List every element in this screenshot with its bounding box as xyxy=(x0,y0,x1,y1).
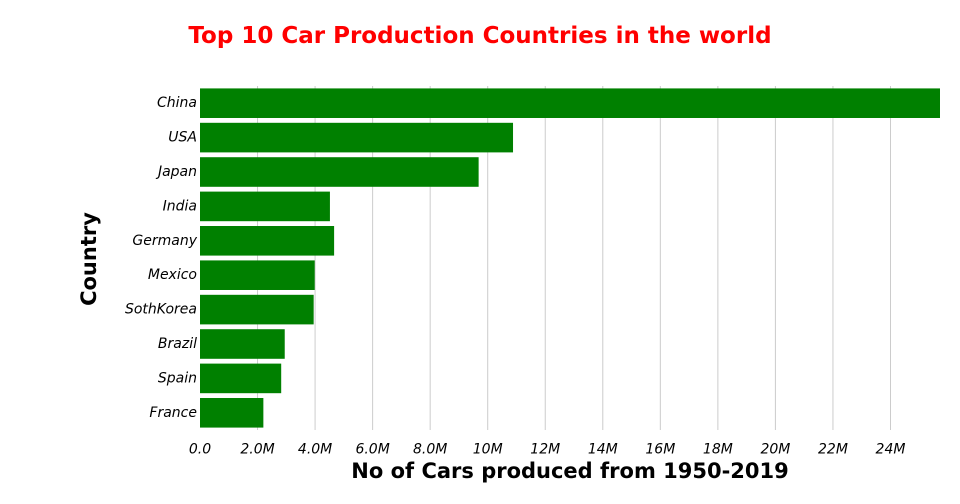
x-axis-title: No of Cars produced from 1950-2019 xyxy=(351,459,789,483)
bar-india[interactable] xyxy=(200,191,330,222)
bars xyxy=(200,88,940,428)
bar-brazil[interactable] xyxy=(200,329,285,359)
y-tick-label: USA xyxy=(168,130,197,146)
bar-france[interactable] xyxy=(200,398,264,428)
x-tick-label: 0.0 xyxy=(189,442,211,458)
y-tick-label: Japan xyxy=(155,164,197,180)
bar-japan[interactable] xyxy=(200,157,479,187)
y-tick-labels: China USA Japan India Germany Mexico SothKorea… xyxy=(125,95,198,421)
bar-sothkorea[interactable] xyxy=(200,294,314,325)
x-tick-label: 10M xyxy=(473,442,503,458)
x-tick-labels: 0.0 2.0M 4.0M 6.0M 8.0M 10M 12M 14M 16M 18M 20M 22M… xyxy=(189,442,906,458)
x-tick-label: 20M xyxy=(760,442,790,458)
chart-title: Top 10 Car Production Countries in the w… xyxy=(188,23,771,49)
x-tick-label: 6.0M xyxy=(355,442,389,458)
x-tick-label: 2.0M xyxy=(240,442,274,458)
x-tick-label: 16M xyxy=(645,442,675,458)
x-tick-label: 12M xyxy=(530,442,560,458)
x-tick-label: 22M xyxy=(818,442,848,458)
x-tick-label: 4.0M xyxy=(298,442,332,458)
y-tick-label: Brazil xyxy=(158,336,197,352)
bar-mexico[interactable] xyxy=(200,260,315,290)
x-tick-label: 24M xyxy=(876,442,906,458)
x-tick-label: 14M xyxy=(588,442,618,458)
y-tick-label: India xyxy=(163,198,197,214)
y-tick-label: China xyxy=(157,95,197,111)
x-tick-label: 8.0M xyxy=(413,442,447,458)
bar-china[interactable] xyxy=(200,88,940,118)
y-axis-title: Country xyxy=(77,212,101,306)
y-tick-label: France xyxy=(149,405,197,421)
y-tick-label: SothKorea xyxy=(125,302,197,318)
x-tick-label: 18M xyxy=(703,442,733,458)
bar-usa[interactable] xyxy=(200,122,514,153)
bar-germany[interactable] xyxy=(200,226,335,256)
y-tick-label: Spain xyxy=(158,370,197,386)
y-tick-label: Mexico xyxy=(148,267,197,283)
bar-spain[interactable] xyxy=(200,363,282,394)
y-tick-label: Germany xyxy=(132,233,197,249)
